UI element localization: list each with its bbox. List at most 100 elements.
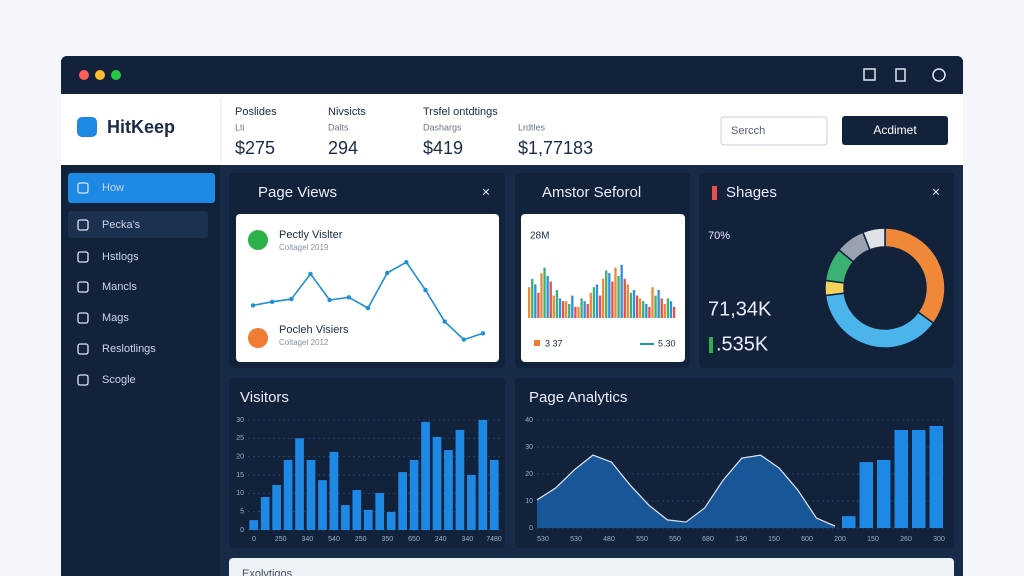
nav-icon: [77, 251, 89, 263]
x-tick-label: 600: [801, 536, 813, 543]
x-tick-label: 650: [408, 536, 420, 543]
point: [289, 296, 294, 302]
bar: [568, 304, 571, 318]
x-tick-label: 480: [603, 536, 615, 543]
bar: [605, 270, 608, 318]
nav-active[interactable]: [68, 173, 215, 203]
bar: [595, 284, 599, 318]
panel-title: Page Analytics: [529, 389, 627, 406]
panel-title: Visitors: [240, 389, 289, 406]
stat-label: Poslides: [235, 106, 277, 118]
action-button-label: Acdimet: [873, 123, 917, 137]
y-tick-label: 15: [236, 472, 244, 479]
legend-text: 3 37: [545, 338, 563, 348]
bar: [398, 472, 407, 530]
bar: [842, 516, 856, 528]
bar: [580, 298, 583, 318]
close-dot[interactable]: [79, 70, 89, 80]
y-tick-label: 20: [525, 471, 533, 478]
y-tick-label: 25: [236, 435, 244, 442]
nav-hover[interactable]: [68, 211, 208, 238]
footer-strip: [229, 558, 954, 576]
x-tick-label: 7480: [486, 536, 502, 543]
x-tick-label: 530: [570, 536, 582, 543]
brand: HitKeep: [107, 117, 175, 137]
y-tick-label: 0: [529, 525, 533, 532]
bar: [611, 281, 614, 318]
donut-slice: [861, 227, 886, 251]
legend-sub: Coltagel 2012: [279, 338, 329, 347]
stat-marker: [709, 337, 713, 353]
area-line: [536, 454, 836, 527]
close-icon[interactable]: ×: [932, 184, 940, 200]
stat-sub: Lti: [235, 122, 245, 132]
bar: [617, 276, 620, 318]
point: [442, 319, 447, 324]
bar: [432, 436, 442, 530]
bar: [632, 290, 636, 318]
nav-item[interactable]: How: [102, 182, 124, 194]
panel-title: Amstor Seforol: [542, 184, 641, 201]
bar: [329, 451, 339, 530]
bar: [537, 292, 540, 318]
close-icon[interactable]: ×: [482, 184, 490, 200]
nav-item[interactable]: Mags: [102, 312, 129, 324]
nav-item[interactable]: Hstlogs: [102, 251, 139, 263]
stat-sub: Dashargs: [423, 122, 462, 132]
point: [384, 270, 390, 276]
profile-icon[interactable]: [932, 68, 946, 82]
nav-item[interactable]: Scogle: [102, 374, 136, 386]
nav-icon: [77, 374, 89, 386]
bar: [929, 425, 943, 528]
bar: [669, 301, 673, 318]
doc-icon[interactable]: [895, 68, 906, 82]
bar: [648, 306, 651, 318]
point: [250, 303, 256, 308]
nav-icon: [77, 343, 89, 355]
bar: [283, 459, 293, 530]
x-tick-label: 340: [301, 536, 313, 543]
x-tick-label: 550: [669, 536, 681, 543]
point: [423, 287, 428, 293]
bar: [666, 298, 670, 318]
bar: [654, 295, 657, 318]
y-tick-label: 10: [525, 498, 533, 505]
bar: [598, 295, 602, 318]
bar: [589, 292, 592, 318]
panel-title: Shages: [726, 184, 777, 201]
bar: [341, 505, 350, 530]
bar: [602, 278, 605, 318]
point: [480, 331, 486, 336]
bar: [409, 459, 419, 530]
share-icon[interactable]: [863, 68, 876, 81]
bar: [478, 420, 488, 530]
x-tick-label: 350: [381, 536, 393, 543]
panel-icon: [712, 186, 717, 200]
min-dot[interactable]: [95, 70, 105, 80]
bar: [561, 301, 565, 318]
bar: [249, 520, 259, 530]
point: [346, 295, 352, 300]
x-tick-label: 250: [355, 536, 367, 543]
action-button[interactable]: [842, 116, 948, 145]
nav-item[interactable]: Reslotlings: [102, 343, 156, 355]
legend-name: Pectly Vislter: [279, 229, 343, 241]
search-box[interactable]: [720, 116, 828, 146]
nav-item[interactable]: Mancls: [102, 281, 137, 293]
bar: [571, 295, 574, 318]
y-tick-label: 10: [236, 490, 244, 497]
max-dot[interactable]: [111, 70, 121, 80]
stat-value: $419: [423, 138, 463, 158]
nav-item[interactable]: Pecka's: [102, 219, 141, 231]
area: [537, 455, 835, 528]
title-bar: [61, 56, 963, 94]
chart-label: 28M: [530, 231, 549, 242]
bar: [642, 301, 645, 318]
y-tick-label: 40: [525, 417, 533, 424]
point: [308, 271, 313, 277]
bar: [421, 421, 430, 530]
nav-icon: [77, 182, 89, 194]
bar: [639, 298, 642, 318]
x-tick-label: 540: [328, 536, 340, 543]
bar: [546, 276, 549, 318]
